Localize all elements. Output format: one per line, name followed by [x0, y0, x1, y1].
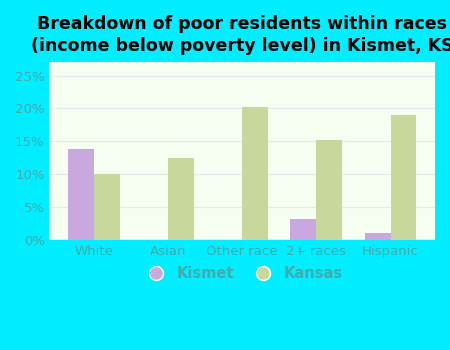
Legend: Kismet, Kansas: Kismet, Kansas	[136, 260, 349, 287]
Bar	[94, 174, 120, 240]
Title: Breakdown of poor residents within races
(income below poverty level) in Kismet,: Breakdown of poor residents within races…	[31, 15, 450, 55]
Bar	[391, 115, 416, 240]
Bar	[68, 149, 94, 240]
Bar	[290, 219, 316, 240]
Bar	[168, 158, 194, 240]
Bar	[316, 140, 342, 240]
Bar	[364, 233, 391, 240]
Bar	[242, 106, 268, 240]
